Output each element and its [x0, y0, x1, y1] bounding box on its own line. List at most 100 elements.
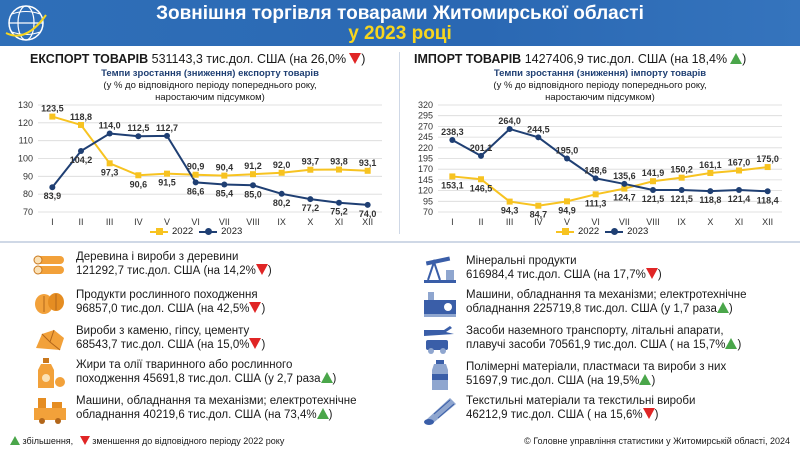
import-ytick-label: 170 [418, 164, 433, 174]
import-item-value: 51697,9 тис.дол. США (на 19,5% [466, 375, 640, 387]
import-xtick-label: III [506, 217, 514, 227]
increase-arrow-icon [320, 372, 333, 383]
export-point-2022 [135, 172, 142, 179]
import-data-label-2022: 84,7 [530, 210, 548, 220]
import-item-title: Машини, обладнання та механізми; електро… [466, 289, 747, 301]
import-point-2023 [650, 186, 656, 193]
import-point-2023 [449, 136, 456, 143]
export-point-2023 [192, 179, 199, 186]
footer-source: © Головне управління статистики у Житоми… [524, 436, 790, 446]
export-point-2023 [250, 182, 256, 189]
export-data-label-2023: 74,0 [359, 209, 377, 219]
export-line-2023 [51, 132, 368, 206]
import-ytick-label: 220 [418, 143, 433, 153]
export-item-title: Продукти рослинного походження [76, 289, 258, 301]
export-data-label-2022: 91,5 [158, 178, 176, 188]
export-xtick-label: IX [277, 217, 286, 227]
import-ytick-label: 320 [418, 100, 433, 110]
export-data-label-2023: 77,2 [302, 203, 320, 213]
decrease-arrow-icon [645, 268, 658, 279]
footer-decrease: зменшення до відповідного періоду 2022 р… [92, 436, 285, 446]
import-data-label-2022: 161,1 [699, 160, 722, 170]
import-ytick-label: 145 [418, 175, 433, 185]
export-value: 531143,3 тис.дол. США (на 26,0% [151, 52, 347, 66]
import-item-title: Текстильні матеріали та текстильні вироб… [466, 395, 696, 407]
export-point-2022 [106, 160, 113, 167]
export-xtick-label: X [307, 217, 313, 227]
export-point-2023 [364, 201, 371, 208]
export-ytick-label: 110 [19, 136, 33, 146]
import-item-machinery: Машини, обладнання та механізми; електро… [420, 286, 747, 324]
import-point-2022 [764, 164, 771, 171]
import-xtick-label: II [478, 217, 483, 227]
plastic-bottle-icon [432, 360, 448, 390]
export-data-label-2022: 90,9 [187, 162, 205, 172]
import-point-2023 [736, 187, 742, 194]
export-point-2023 [164, 132, 170, 139]
export-xtick-label: V [164, 217, 170, 227]
import-ytick-label: 270 [418, 121, 433, 131]
footer-increase: збільшення, [22, 436, 74, 446]
factory-machine-icon [424, 292, 456, 317]
export-sub-line2: (у % до відповідного періоду попередньог… [103, 80, 317, 91]
import-data-label-2022: 94,3 [501, 206, 519, 216]
import-xtick-label: IX [677, 217, 686, 227]
import-point-2022 [621, 185, 628, 192]
import-data-label-2022: 146,5 [470, 183, 493, 193]
import-xtick-label: XI [735, 217, 744, 227]
import-point-2022 [736, 167, 742, 174]
import-data-label-2023: 135,6 [613, 171, 636, 181]
import-xtick-label: X [707, 217, 713, 227]
import-data-label-2023: 121,5 [642, 194, 665, 204]
legend-label-2022: 2022 [578, 226, 600, 237]
import-point-2023 [535, 134, 542, 141]
import-point-2023 [707, 188, 714, 195]
import-data-label-2023: 244,5 [527, 124, 550, 134]
import-ytick-label: 70 [423, 207, 433, 217]
import-line-2022 [452, 166, 768, 207]
import-point-2023 [564, 155, 570, 162]
import-point-2022 [678, 174, 685, 181]
export-xtick-label: III [106, 217, 114, 227]
export-xtick-label: XII [362, 217, 373, 227]
import-data-label-2023: 118,8 [699, 195, 721, 205]
import-data-label-2022: 94,9 [558, 205, 576, 215]
export-point-2022 [78, 121, 84, 128]
import-item-title: Засоби наземного транспорту, літальні ап… [466, 325, 724, 337]
export-sub-line3: наростаючим підсумком) [155, 92, 265, 103]
export-ytick-label: 100 [18, 154, 33, 164]
export-sub-line1: Темпи зростання (зниження) експорту това… [101, 68, 319, 79]
import-data-label-2023: 148,6 [584, 165, 607, 175]
import-data-label-2022: 124,7 [613, 193, 636, 203]
export-item-title: Деревина і вироби з деревини [76, 251, 239, 263]
export-data-label-2023: 85,0 [244, 189, 262, 199]
import-point-2023 [506, 125, 513, 132]
export-item-value: обладнання 40219,6 тис.дол. США (на 73,4… [76, 409, 317, 421]
export-data-label-2023: 86,6 [187, 186, 205, 196]
legend-swatch-2022 [150, 227, 168, 235]
export-item-value: 121292,7 тис.дол. США (на 14,2% [76, 265, 256, 277]
decrease-arrow-icon [79, 436, 90, 445]
import-data-label-2023: 264,0 [498, 116, 521, 126]
export-header: ЕКСПОРТ ТОВАРІВ 531143,3 тис.дол. США (н… [30, 52, 366, 66]
export-xtick-label: VII [219, 217, 230, 227]
export-point-2023 [278, 190, 285, 197]
import-ytick-label: 95 [423, 196, 433, 206]
legend-swatch-2022 [556, 227, 574, 235]
export-point-2022 [278, 169, 285, 176]
import-data-label-2023: 118,4 [757, 195, 779, 205]
export-item-machinery: Машини, обладнання та механізми; електро… [30, 392, 357, 430]
export-data-label-2023: 75,2 [330, 207, 348, 217]
export-ytick-label: 80 [23, 189, 33, 199]
import-point-2022 [564, 198, 570, 205]
import-point-2022 [535, 202, 542, 209]
export-point-2022 [250, 171, 256, 178]
import-point-2022 [506, 198, 513, 205]
horizontal-divider [0, 241, 800, 243]
import-line-2023 [451, 127, 768, 193]
export-data-label-2022: 123,5 [41, 104, 64, 114]
import-ytick-label: 245 [418, 132, 433, 142]
export-data-label-2023: 112,5 [127, 123, 149, 133]
